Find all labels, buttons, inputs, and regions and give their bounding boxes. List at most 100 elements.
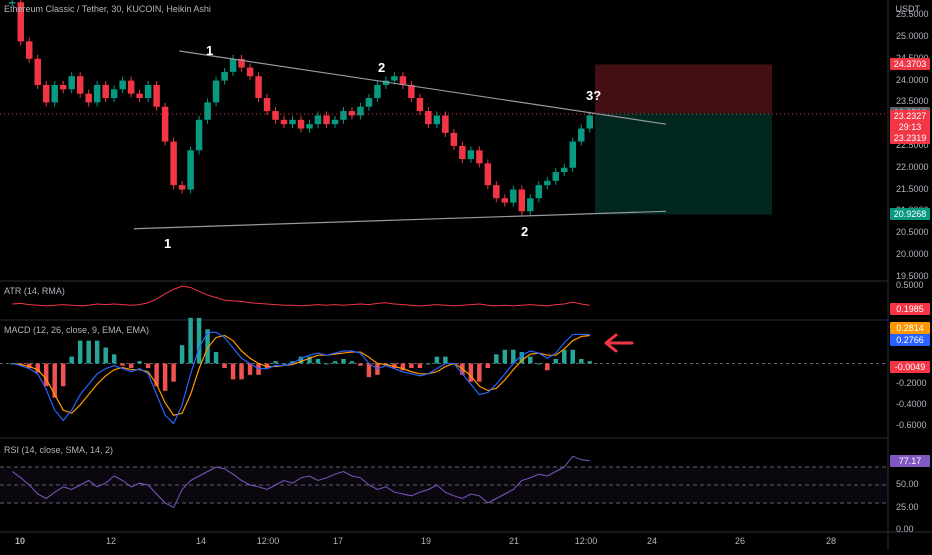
macd-histogram-bar <box>587 361 592 364</box>
candle <box>25 41 33 59</box>
time-tick: 14 <box>195 536 207 546</box>
candle <box>238 58 245 68</box>
candle <box>68 76 75 90</box>
candle <box>340 111 347 120</box>
macd-histogram-bar <box>26 363 32 369</box>
macd-histogram-bar <box>196 317 202 364</box>
time-tick: 17 <box>332 536 344 546</box>
macd-histogram-bar <box>128 363 134 369</box>
candle <box>357 106 364 116</box>
candle <box>119 80 126 90</box>
candle <box>289 119 296 125</box>
candle <box>450 132 458 146</box>
price-tag: 23.2327 <box>890 110 930 123</box>
macd-histogram-bar <box>400 363 406 371</box>
candle <box>204 102 211 120</box>
macd-histogram-bar <box>426 363 431 365</box>
candle <box>442 115 449 133</box>
upper-trendline <box>179 50 667 125</box>
candle <box>365 98 373 107</box>
chart-title: Ethereum Classic / Tether, 30, KUCOIN, H… <box>4 4 211 14</box>
candle <box>263 98 271 112</box>
macd-histogram-bar <box>332 361 338 364</box>
candle <box>246 67 254 77</box>
atr-tick: 0.5000 <box>896 280 924 291</box>
price-tick: 25.5000 <box>896 9 929 20</box>
macd-tick: -0.2000 <box>896 378 927 389</box>
macd-histogram-bar <box>103 347 108 364</box>
candle <box>391 76 398 81</box>
candle <box>518 189 526 212</box>
macd-histogram-bar <box>494 354 499 364</box>
atr-value-tag: 0.1985 <box>890 303 930 315</box>
candle <box>85 93 92 103</box>
candle <box>170 141 177 186</box>
macd-histogram-bar <box>69 356 74 364</box>
candle <box>272 111 279 120</box>
time-tick: 19 <box>420 536 432 546</box>
candle <box>501 198 509 203</box>
rsi-tick: 50.00 <box>896 479 919 489</box>
time-tick: 12 <box>105 536 117 546</box>
macd-value-tag: 0.2766 <box>890 334 930 346</box>
candle <box>510 189 517 203</box>
candle <box>102 84 109 99</box>
macd-histogram-bar <box>307 356 312 364</box>
candle <box>280 119 288 125</box>
candle <box>161 106 169 142</box>
lower-trendline <box>133 210 667 230</box>
candle <box>552 172 560 181</box>
currency-label: USDT <box>895 4 921 14</box>
candle <box>221 71 228 81</box>
macd-histogram-bar <box>205 329 210 364</box>
macd-histogram-bar <box>281 363 287 365</box>
candle <box>153 84 160 107</box>
candle <box>34 58 41 85</box>
macd-histogram-bar <box>137 361 142 364</box>
macd-histogram-bar <box>298 356 304 364</box>
candle <box>178 185 186 190</box>
candle <box>544 180 551 186</box>
macd-histogram-bar <box>273 361 278 364</box>
candle <box>527 198 534 212</box>
macd-histogram-bar <box>86 340 91 364</box>
price-tag: 29:13 <box>890 121 930 134</box>
candle <box>374 84 381 99</box>
macd-histogram-bar <box>230 363 236 380</box>
macd-histogram-bar <box>349 361 355 364</box>
macd-histogram-bar <box>188 317 193 364</box>
macd-histogram-bar <box>519 352 525 364</box>
price-tick: 24.0000 <box>896 74 929 85</box>
macd-histogram-bar <box>477 363 482 382</box>
macd-histogram-bar <box>366 363 372 378</box>
price-tick: 23.5000 <box>896 96 929 107</box>
candle <box>17 2 24 42</box>
candle <box>187 150 194 190</box>
macd-histogram-bar <box>111 354 117 364</box>
macd-histogram-bar <box>511 349 516 364</box>
price-tick: 19.5000 <box>896 270 929 281</box>
macd-histogram-bar <box>179 345 185 364</box>
time-tick: 12:00 <box>256 536 280 546</box>
wave-label-2-bottom: 2 <box>521 224 529 239</box>
candle <box>195 119 203 151</box>
candle <box>127 80 135 94</box>
price-tag: 23.2319 <box>890 132 930 145</box>
candle <box>476 150 483 164</box>
candle <box>586 115 593 129</box>
price-tag: 20.9268 <box>890 208 930 221</box>
macd-histogram-bar <box>579 358 584 364</box>
candle <box>76 76 84 94</box>
candle <box>93 84 101 103</box>
candle <box>578 128 585 142</box>
candle <box>229 58 237 72</box>
price-tick: 22.5000 <box>896 139 929 150</box>
candle <box>348 111 356 116</box>
candle <box>535 185 543 199</box>
time-tick: 10 <box>14 536 26 546</box>
candle <box>493 185 500 199</box>
macd-histogram-bar <box>154 363 159 387</box>
macd-histogram-bar <box>247 363 253 375</box>
